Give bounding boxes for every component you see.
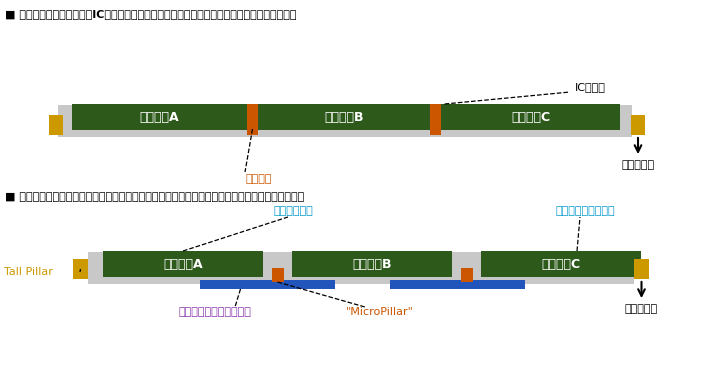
Bar <box>271 268 283 282</box>
Bar <box>247 130 258 135</box>
Bar <box>73 259 88 279</box>
Text: 微細配線を含むブリッジ: 微細配線を含むブリッジ <box>178 307 251 317</box>
Text: 構成要素B: 構成要素B <box>324 111 364 123</box>
Bar <box>631 115 645 135</box>
Bar <box>88 252 634 284</box>
Text: 構成要素C: 構成要素C <box>542 258 581 270</box>
Bar <box>292 251 452 277</box>
Text: 構成要素B: 構成要素B <box>352 258 392 270</box>
Bar <box>200 280 335 289</box>
Text: Tall Pillar: Tall Pillar <box>4 267 53 277</box>
Text: ■ チップレット集積構造：独立に製造した構成要素（チップレット）同士をブリッジを介して接続: ■ チップレット集積構造：独立に製造した構成要素（チップレット）同士をブリッジを… <box>5 192 305 202</box>
Text: 外部接続部: 外部接続部 <box>625 304 658 314</box>
Bar <box>72 104 620 130</box>
Text: "MicroPillar": "MicroPillar" <box>346 307 414 317</box>
Bar <box>634 259 649 279</box>
Text: 外部接続部: 外部接続部 <box>621 160 655 170</box>
Text: チップレット: チップレット <box>273 206 313 216</box>
Text: 構成要素A: 構成要素A <box>140 111 180 123</box>
Text: 構成要素C: 構成要素C <box>511 111 550 123</box>
Bar <box>430 130 441 135</box>
Bar <box>49 115 63 135</box>
Bar <box>58 105 632 137</box>
Text: ICチップ: ICチップ <box>575 82 606 92</box>
Text: 微細配線: 微細配線 <box>245 174 271 184</box>
Bar <box>390 280 525 289</box>
Text: ■ 従来の半導体集積回路（ICチップ）：構成要素をチップ上の微細配線で接続して回路を構成: ■ 従来の半導体集積回路（ICチップ）：構成要素をチップ上の微細配線で接続して回… <box>5 9 297 19</box>
Bar <box>430 104 441 130</box>
Bar <box>103 251 263 277</box>
Text: チップレット集積体: チップレット集積体 <box>555 206 615 216</box>
Bar <box>481 251 641 277</box>
Bar <box>247 104 258 130</box>
Text: 構成要素A: 構成要素A <box>163 258 203 270</box>
Bar <box>461 268 472 282</box>
